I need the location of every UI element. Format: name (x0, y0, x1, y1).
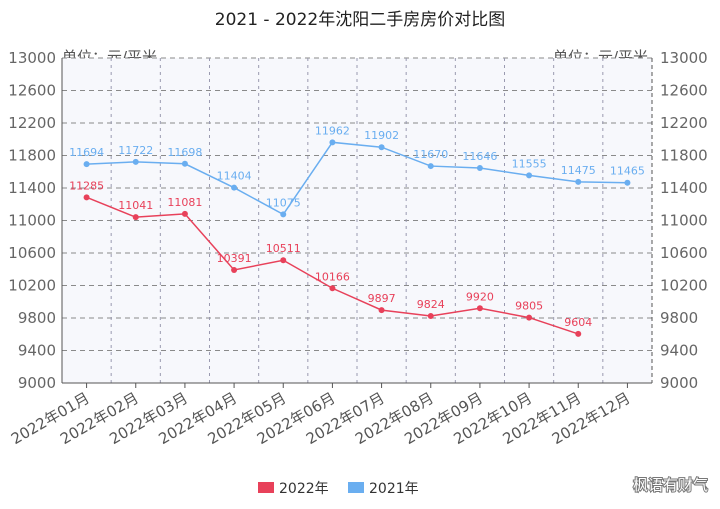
y-tick-label-right: 9000 (660, 374, 698, 392)
data-point (280, 257, 287, 264)
data-label: 11698 (167, 146, 202, 159)
data-point (378, 144, 385, 151)
data-point (132, 158, 139, 165)
data-point (624, 179, 631, 186)
data-label: 11722 (118, 144, 153, 157)
data-point (83, 194, 90, 201)
plot-area: 9000 9000 9400 9400 9800 9800 10200 10200 10600 1… (8, 49, 708, 448)
legend-label: 2022年 (279, 481, 329, 497)
data-point (181, 210, 188, 217)
series-line (86, 141, 628, 216)
data-label: 11694 (69, 146, 104, 159)
y-tick-label-right: 12200 (660, 114, 708, 132)
y-tick-label-right: 13000 (660, 49, 708, 67)
legend-label: 2021年 (369, 481, 419, 497)
series-2021: 11694 11722 11698 11404 11075 11962 11902 11670… (69, 124, 645, 218)
y-tick-label-right: 12600 (660, 82, 708, 100)
data-label: 11646 (462, 150, 497, 163)
y-tick-label-left: 9800 (18, 309, 56, 327)
data-point (476, 305, 483, 312)
legend: 2022年 2021年 (258, 481, 419, 497)
legend-swatch (258, 482, 274, 493)
data-point (575, 178, 582, 185)
y-tick-label-left: 10200 (8, 277, 56, 295)
data-label: 11404 (217, 170, 252, 183)
data-point (329, 139, 336, 146)
y-tick-label-right: 11000 (660, 212, 708, 230)
data-label: 11902 (364, 129, 399, 142)
series-2022: 11285 11041 11081 10391 10511 10166 9897 9824 99… (69, 179, 592, 337)
data-label: 11962 (315, 124, 350, 137)
y-tick-label-right: 10200 (660, 277, 708, 295)
y-tick-label-left: 9000 (18, 374, 56, 392)
legend-swatch (348, 482, 364, 493)
data-point (83, 161, 90, 168)
data-label: 11465 (610, 165, 645, 178)
data-label: 11670 (413, 148, 448, 161)
data-label: 11041 (118, 199, 153, 212)
data-label: 10511 (266, 242, 301, 255)
y-tick-label-left: 9400 (18, 342, 56, 360)
chart-title: 2021 - 2022年沈阳二手房房价对比图 (215, 10, 505, 30)
data-point (575, 330, 582, 337)
data-point (231, 184, 238, 191)
data-point (378, 307, 385, 314)
y-tick-label-right: 9400 (660, 342, 698, 360)
y-tick-label-left: 10600 (8, 244, 56, 262)
data-point (427, 313, 434, 320)
data-label: 11075 (266, 196, 301, 209)
watermark-text: 枫语有财气 (633, 476, 708, 494)
data-label: 11081 (167, 196, 202, 209)
data-label: 9805 (515, 300, 543, 313)
data-point (181, 160, 188, 167)
y-tick-label-right: 11800 (660, 147, 708, 165)
data-label: 10391 (217, 252, 252, 265)
data-point (526, 314, 533, 321)
data-point (329, 285, 336, 292)
data-point (427, 163, 434, 170)
data-point (280, 211, 287, 218)
data-label: 11475 (561, 164, 596, 177)
data-label: 9920 (466, 290, 494, 303)
data-label: 9897 (368, 292, 396, 305)
y-tick-label-left: 12200 (8, 114, 56, 132)
data-point (231, 266, 238, 273)
y-tick-label-left: 11800 (8, 147, 56, 165)
data-point (476, 165, 483, 172)
data-label: 11555 (512, 157, 547, 170)
data-label: 11285 (69, 179, 104, 192)
y-tick-label-left: 12600 (8, 82, 56, 100)
data-label: 9824 (417, 298, 445, 311)
y-tick-label-left: 13000 (8, 49, 56, 67)
y-tick-label-left: 11400 (8, 179, 56, 197)
data-point (526, 172, 533, 179)
y-tick-label-right: 11400 (660, 179, 708, 197)
data-label: 9604 (564, 316, 592, 329)
data-point (132, 214, 139, 221)
y-tick-label-right: 10600 (660, 244, 708, 262)
y-tick-label-right: 9800 (660, 309, 698, 327)
y-tick-label-left: 11000 (8, 212, 56, 230)
data-label: 10166 (315, 270, 350, 283)
